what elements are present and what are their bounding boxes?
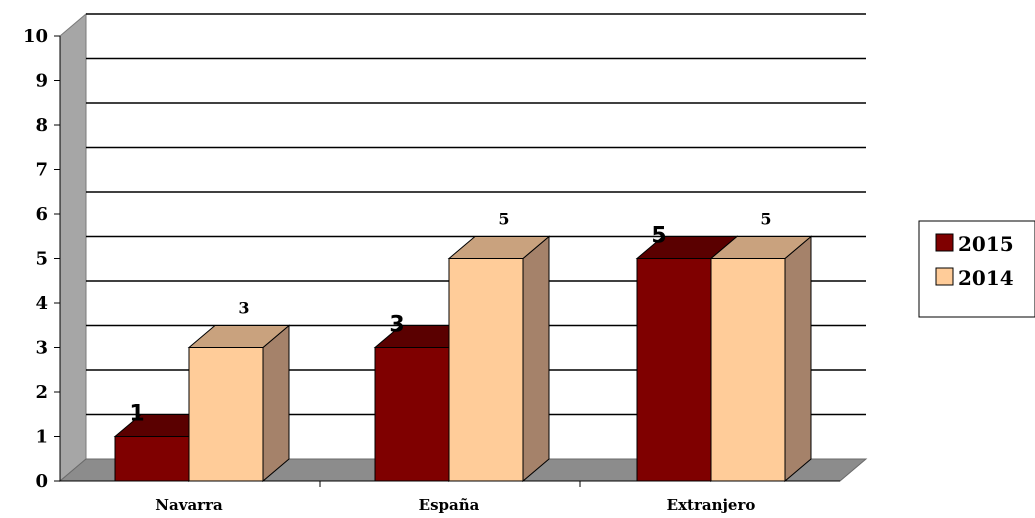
bar-front <box>636 258 712 482</box>
y-tick-label: 4 <box>35 293 48 314</box>
x-tick-label: Navarra <box>155 496 223 514</box>
y-tick-label: 7 <box>35 160 48 181</box>
bar-side <box>262 324 290 483</box>
x-tick-label: España <box>419 496 480 514</box>
y-tick-label: 3 <box>35 338 48 359</box>
bar-side <box>522 235 550 483</box>
left-wall <box>59 12 87 483</box>
y-tick-label: 5 <box>35 249 48 270</box>
legend-swatch <box>935 267 954 286</box>
bar-2014-Extranjero <box>709 235 813 483</box>
y-tick-label: 9 <box>35 71 48 92</box>
bar-front <box>114 436 190 482</box>
legend-swatch <box>935 233 954 252</box>
bar-front <box>188 347 264 482</box>
x-axis: Navarra España Extranjero <box>60 480 840 514</box>
bar-2014-Navarra <box>187 324 291 483</box>
y-tick-label: 8 <box>35 115 48 136</box>
bar-front <box>448 258 524 482</box>
legend-label: 2015 <box>958 232 1014 256</box>
data-labels: 1 3 3 5 5 5 <box>129 210 771 427</box>
data-label: 3 <box>389 313 404 338</box>
data-label: 5 <box>498 210 509 229</box>
y-tick-label: 6 <box>35 204 48 225</box>
y-tick-label: 1 <box>35 427 48 448</box>
bar-front <box>374 347 450 482</box>
bar-2014-España <box>447 235 551 483</box>
y-axis: 0 1 2 3 4 5 6 7 8 9 10 <box>23 26 61 492</box>
bar-side <box>784 235 812 483</box>
data-label: 5 <box>651 224 666 249</box>
data-label: 1 <box>129 402 144 427</box>
chart-back-wall <box>59 12 87 483</box>
bars <box>113 235 813 483</box>
x-tick-label: Extranjero <box>667 496 756 514</box>
legend-label: 2014 <box>958 266 1014 290</box>
legend: 2015 2014 <box>918 220 1035 318</box>
y-tick-label: 0 <box>35 471 48 492</box>
y-tick-label: 10 <box>23 26 48 47</box>
y-tick-label: 2 <box>35 382 48 403</box>
bar-front <box>710 258 786 482</box>
data-label: 5 <box>760 210 771 229</box>
data-label: 3 <box>238 299 249 318</box>
